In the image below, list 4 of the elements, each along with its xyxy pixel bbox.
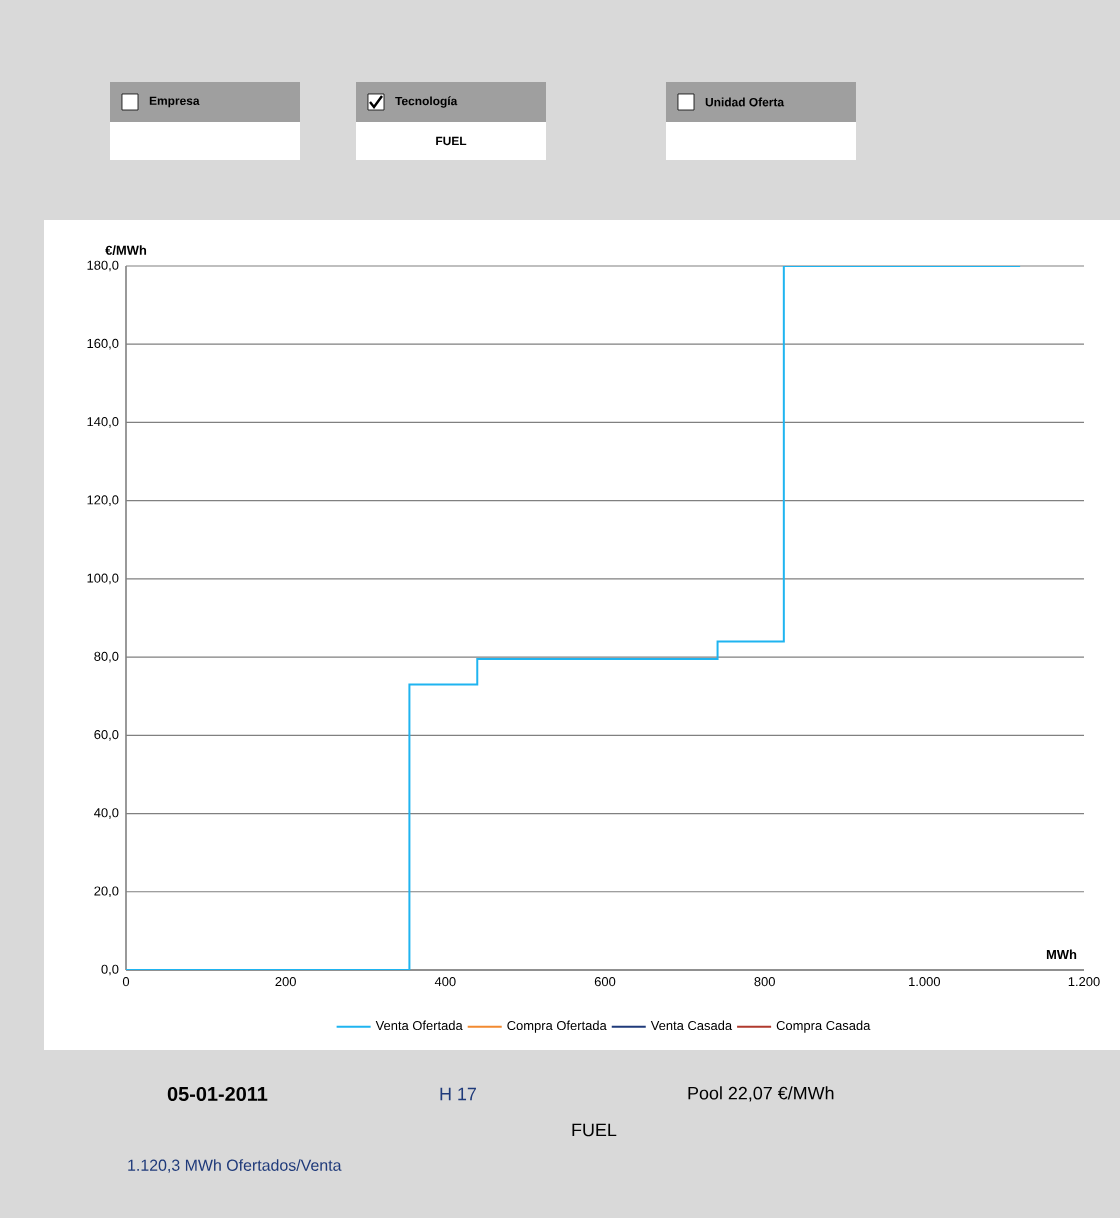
text: Pool 22,07 €/MWh [688,1086,834,1102]
text: FUEL [572,1123,617,1137]
text: 05-01-2011 [167,1086,268,1102]
text: H 17 [440,1087,476,1101]
